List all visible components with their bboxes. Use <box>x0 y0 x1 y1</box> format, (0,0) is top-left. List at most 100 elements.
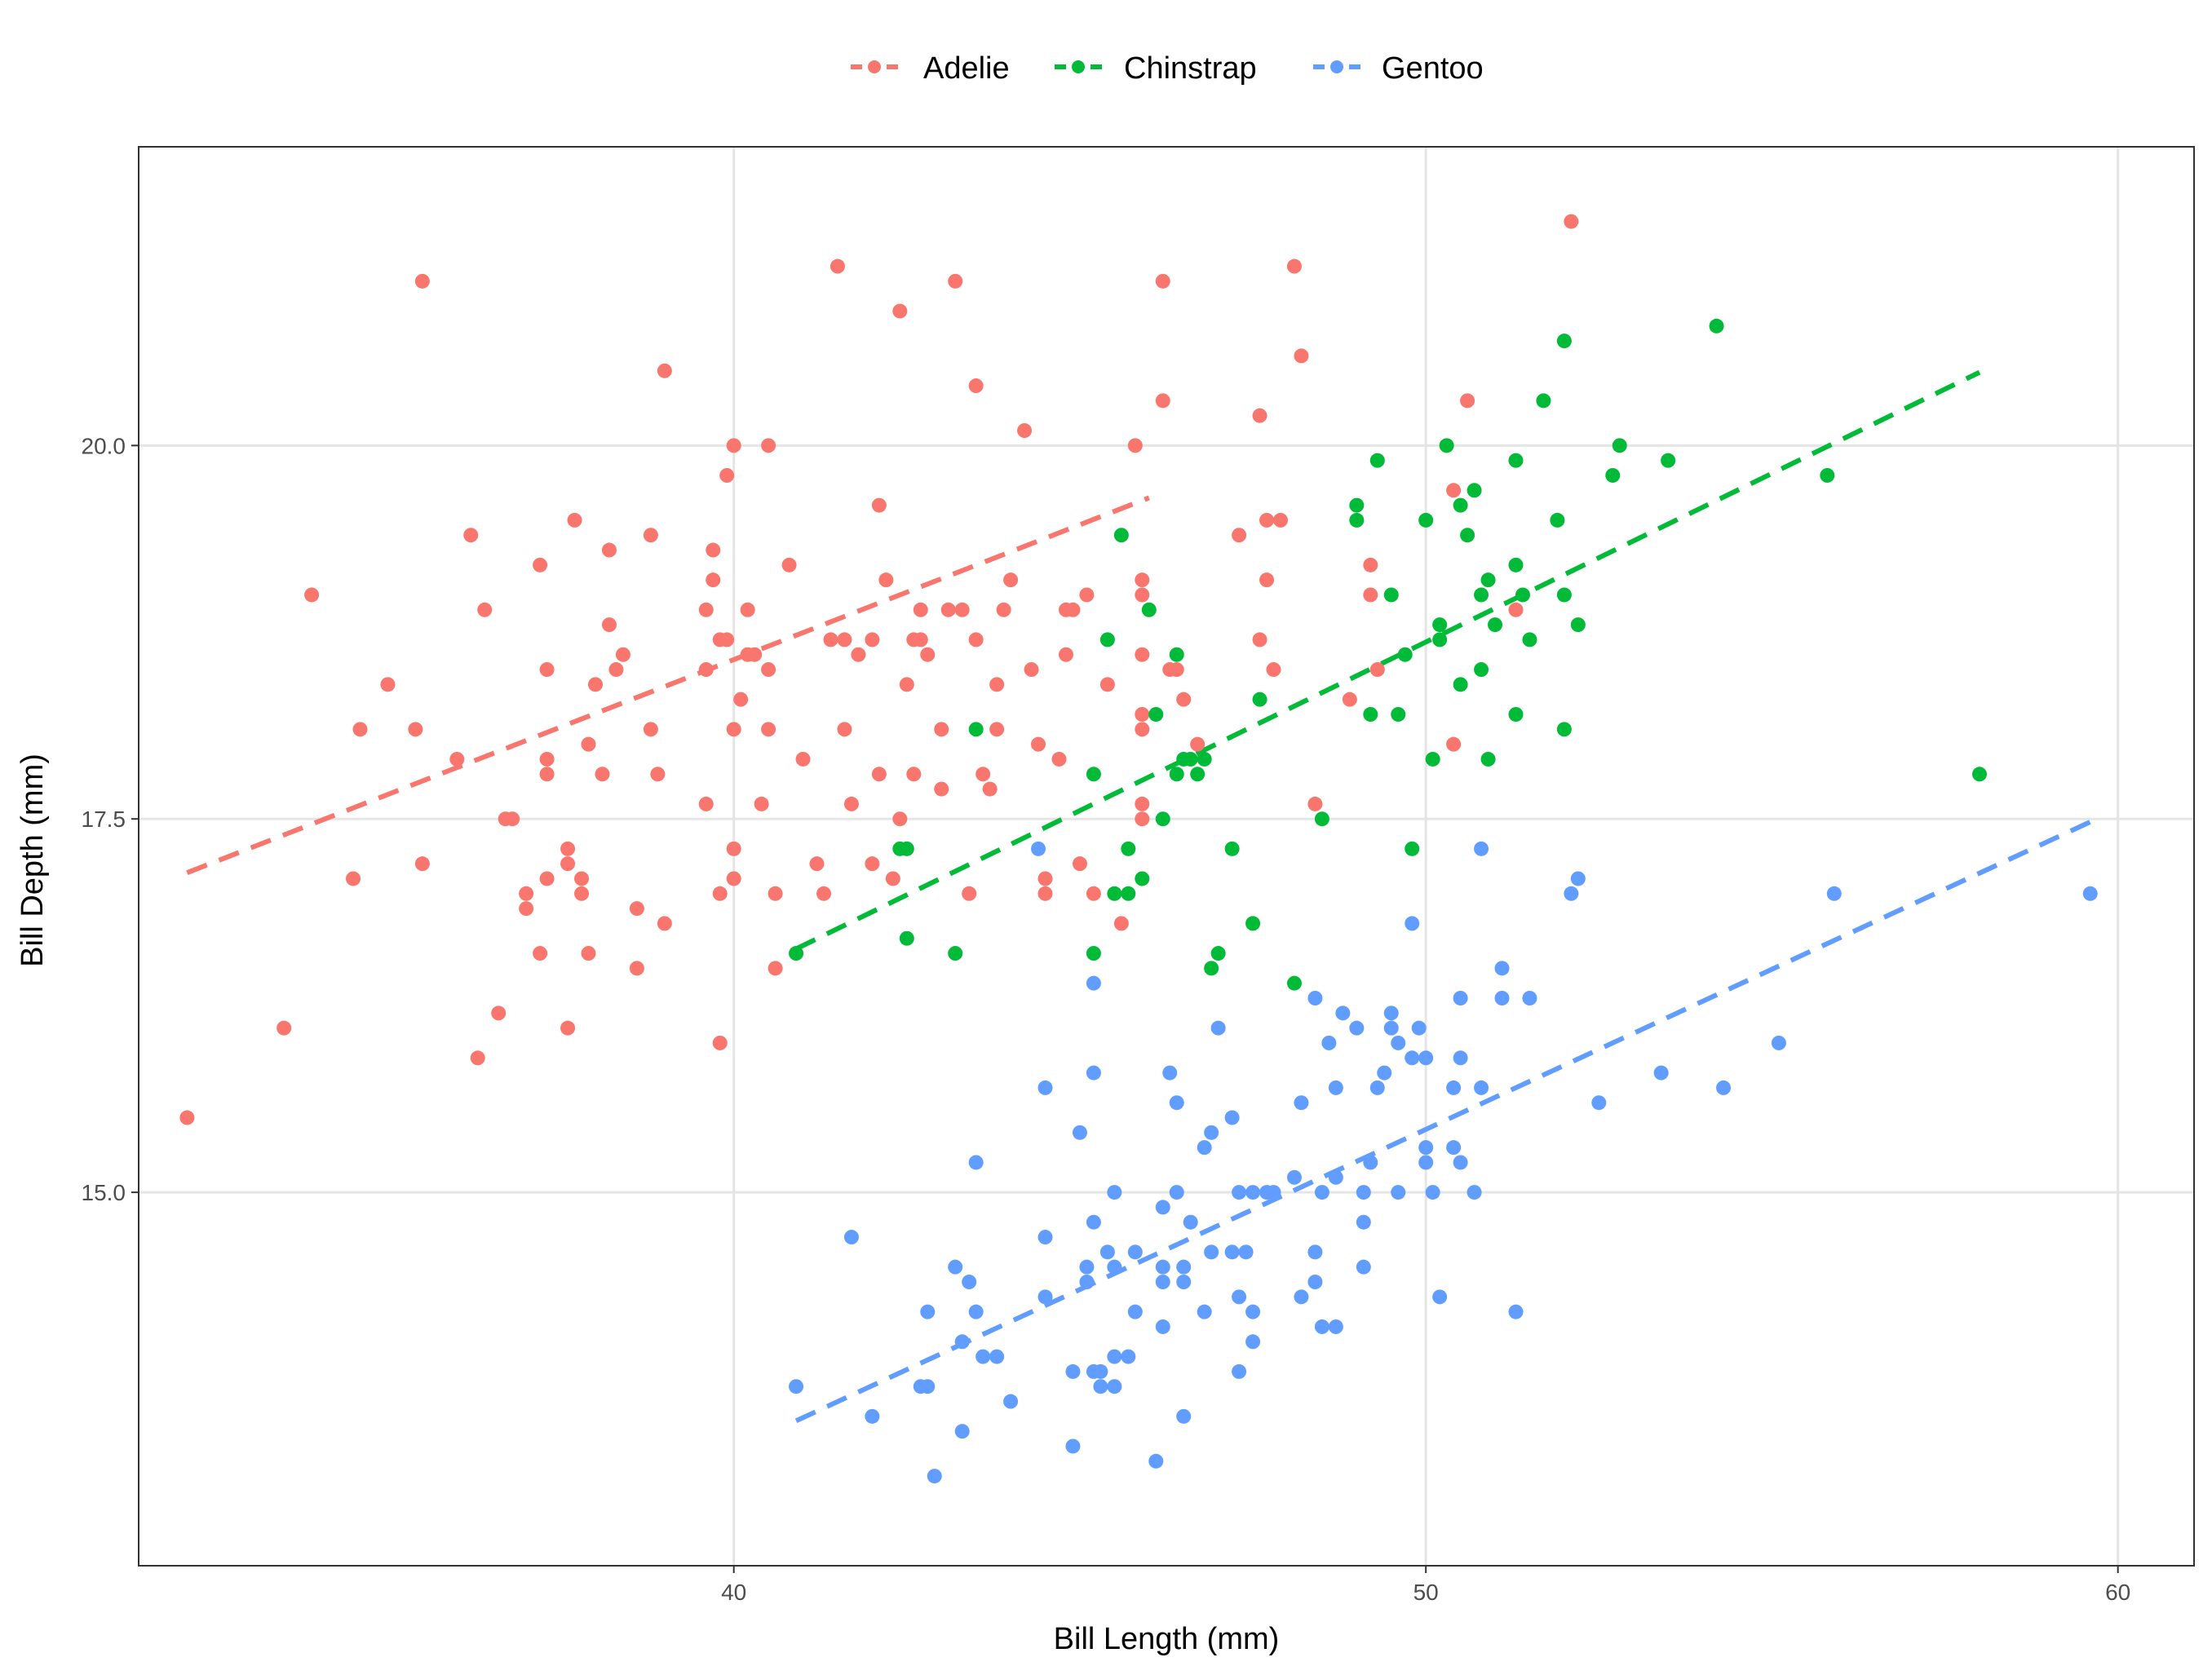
data-point-gentoo <box>1391 1185 1406 1200</box>
data-point-adelie <box>491 1005 507 1021</box>
data-point-gentoo <box>1169 1095 1184 1111</box>
data-point-gentoo <box>1238 1244 1254 1260</box>
data-point-adelie <box>414 856 430 872</box>
data-point-gentoo <box>1474 841 1489 856</box>
data-point-chinstrap <box>1086 946 1101 961</box>
data-point-gentoo <box>1176 1275 1192 1289</box>
y-tick-label: 15.0 <box>82 1180 126 1205</box>
data-points <box>179 214 2098 1484</box>
data-point-gentoo <box>1093 1379 1108 1394</box>
data-point-gentoo <box>1474 1080 1489 1095</box>
data-point-chinstrap <box>1113 528 1129 543</box>
data-point-adelie <box>698 662 714 678</box>
data-point-chinstrap <box>1467 483 1482 498</box>
data-point-chinstrap <box>1383 587 1399 603</box>
data-point-adelie <box>560 1020 576 1036</box>
data-point-adelie <box>747 647 763 662</box>
data-point-gentoo <box>1037 1080 1053 1095</box>
data-point-gentoo <box>975 1349 991 1364</box>
data-point-adelie <box>719 632 735 647</box>
data-point-adelie <box>1017 423 1033 438</box>
trend-lines <box>186 369 2091 1424</box>
data-point-adelie <box>795 751 811 767</box>
data-point-adelie <box>809 856 825 872</box>
data-point-chinstrap <box>1453 677 1468 692</box>
x-tick-label: 60 <box>2105 1580 2130 1605</box>
data-point-gentoo <box>1072 1125 1087 1140</box>
legend-item-gentoo: Gentoo <box>1313 51 1484 86</box>
data-point-adelie <box>643 722 658 737</box>
data-point-gentoo <box>1086 975 1101 991</box>
data-point-chinstrap <box>1224 841 1240 856</box>
data-point-gentoo <box>1446 1080 1462 1095</box>
data-point-chinstrap <box>1508 707 1524 722</box>
data-point-gentoo <box>1314 1319 1329 1334</box>
data-point-adelie <box>1446 736 1462 752</box>
data-point-adelie <box>588 677 603 692</box>
data-point-gentoo <box>1176 1408 1192 1424</box>
data-point-chinstrap <box>1418 512 1434 528</box>
data-point-adelie <box>843 796 859 811</box>
data-point-adelie <box>304 587 320 603</box>
data-point-adelie <box>1079 587 1095 603</box>
data-point-gentoo <box>1266 1185 1281 1200</box>
data-point-gentoo <box>1155 1259 1170 1275</box>
data-point-adelie <box>706 572 721 588</box>
data-point-adelie <box>851 647 866 662</box>
data-point-adelie <box>1259 512 1275 528</box>
data-point-chinstrap <box>1508 557 1524 572</box>
data-point-adelie <box>768 961 783 976</box>
data-point-chinstrap <box>1135 871 1150 886</box>
data-point-gentoo <box>968 1155 984 1170</box>
data-point-gentoo <box>1335 1005 1351 1021</box>
data-point-adelie <box>1286 259 1302 274</box>
data-point-adelie <box>629 901 644 917</box>
data-point-adelie <box>346 871 361 886</box>
data-point-gentoo <box>1121 1349 1136 1364</box>
data-point-gentoo <box>1031 841 1046 856</box>
data-point-adelie <box>1363 557 1378 572</box>
data-point-adelie <box>1190 736 1206 752</box>
data-point-chinstrap <box>789 946 804 961</box>
data-point-gentoo <box>1314 1185 1329 1200</box>
data-point-adelie <box>962 886 977 901</box>
data-point-gentoo <box>1591 1095 1607 1111</box>
data-point-adelie <box>899 677 914 692</box>
data-point-adelie <box>726 438 741 453</box>
data-point-adelie <box>567 512 582 528</box>
data-point-gentoo <box>1453 1155 1468 1170</box>
data-point-chinstrap <box>1474 587 1489 603</box>
data-point-gentoo <box>1099 1244 1115 1260</box>
data-point-adelie <box>892 303 908 319</box>
data-point-chinstrap <box>1480 751 1496 767</box>
data-point-adelie <box>733 692 749 707</box>
data-point-gentoo <box>1432 1289 1448 1305</box>
data-point-adelie <box>581 736 596 752</box>
data-point-adelie <box>380 677 396 692</box>
data-point-gentoo <box>1307 991 1323 1005</box>
data-point-gentoo <box>1369 1080 1385 1095</box>
data-point-gentoo <box>920 1304 936 1319</box>
data-point-adelie <box>871 497 887 513</box>
data-point-gentoo <box>1245 1304 1261 1319</box>
data-point-gentoo <box>1826 886 1842 901</box>
data-point-gentoo <box>954 1334 970 1350</box>
data-point-adelie <box>982 781 998 797</box>
data-point-gentoo <box>1418 1140 1434 1156</box>
data-point-gentoo <box>1356 1259 1371 1275</box>
data-point-gentoo <box>1232 1363 1247 1379</box>
trend-line-adelie <box>186 495 1150 875</box>
data-point-adelie <box>1051 751 1067 767</box>
data-point-gentoo <box>1418 1050 1434 1066</box>
data-point-gentoo <box>1169 1185 1184 1200</box>
data-point-gentoo <box>1245 1185 1261 1200</box>
data-point-gentoo <box>1065 1363 1081 1379</box>
data-point-gentoo <box>1653 1065 1669 1081</box>
data-point-gentoo <box>1467 1185 1482 1200</box>
data-point-adelie <box>865 856 880 872</box>
data-point-chinstrap <box>1210 946 1226 961</box>
data-point-chinstrap <box>899 930 914 946</box>
data-point-adelie <box>989 722 1005 737</box>
data-point-chinstrap <box>1661 453 1676 468</box>
